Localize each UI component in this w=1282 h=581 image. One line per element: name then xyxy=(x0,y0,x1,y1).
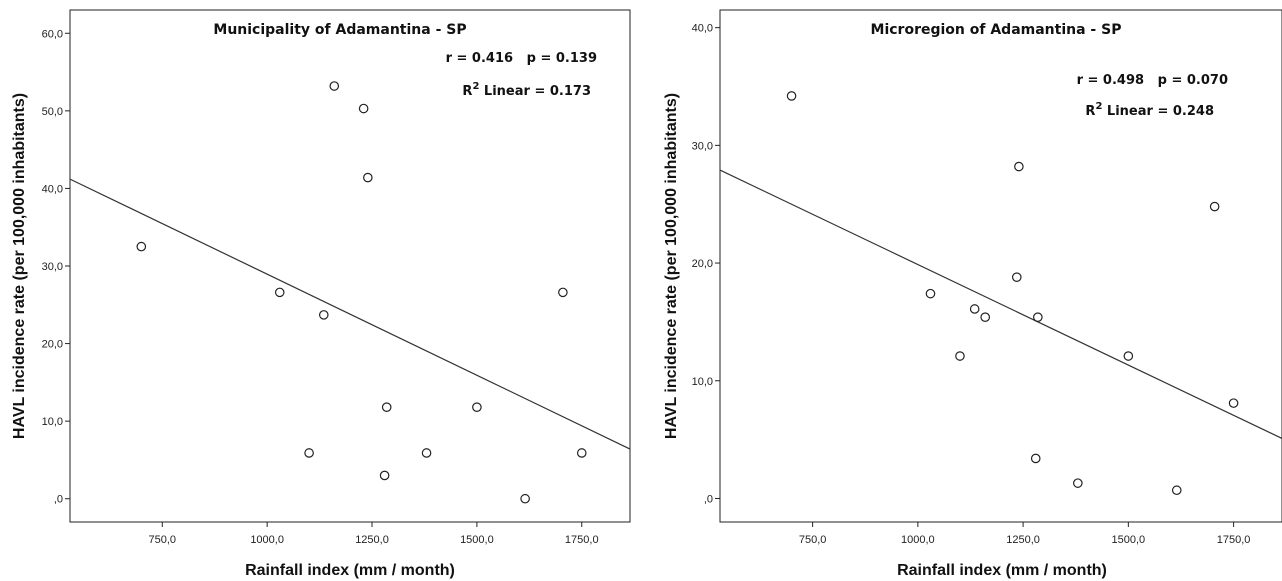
stat-line-r-p: r = 0.416 p = 0.139 xyxy=(446,51,597,66)
y-tick-label: 20,0 xyxy=(42,339,63,351)
stat-line-r-p: r = 0.498 p = 0.070 xyxy=(1077,73,1228,88)
data-point xyxy=(1228,398,1239,408)
stat-r2-prefix: R xyxy=(462,84,472,99)
x-tick-label: 1750,0 xyxy=(1217,534,1251,546)
y-tick-label: 20,0 xyxy=(692,258,713,270)
fit-line xyxy=(719,169,1282,439)
plot-frame xyxy=(719,9,1282,523)
data-point xyxy=(472,402,482,412)
x-tick-label: 1250,0 xyxy=(355,534,389,546)
data-point xyxy=(421,448,432,458)
y-tick-label: 50,0 xyxy=(42,106,63,118)
points-group xyxy=(786,91,1239,496)
x-axis-title: Rainfall index (mm / month) xyxy=(245,562,455,579)
stat-line-r2: R2 Linear = 0.173 xyxy=(462,81,591,99)
data-point xyxy=(379,470,390,481)
points-group xyxy=(136,81,587,504)
x-tick-label: 1000,0 xyxy=(901,534,935,546)
data-point xyxy=(1030,453,1041,464)
data-point xyxy=(1209,201,1220,212)
data-point xyxy=(1123,351,1134,361)
fit-line xyxy=(69,178,631,450)
data-point xyxy=(1033,312,1043,322)
y-tick-label: 40,0 xyxy=(692,23,713,35)
x-tick-label: 1000,0 xyxy=(250,534,284,546)
stat-r2-suffix: Linear = 0.173 xyxy=(479,84,591,99)
y-tick-label: ,0 xyxy=(54,494,63,506)
stat-r2-sup: 2 xyxy=(1095,101,1102,112)
stat-r2-sup: 2 xyxy=(472,81,479,92)
x-tick-label: 1250,0 xyxy=(1006,534,1040,546)
y-tick-label: 10,0 xyxy=(42,416,63,428)
data-point xyxy=(558,287,568,298)
data-point xyxy=(576,448,587,458)
data-point xyxy=(304,448,314,458)
x-axis-title: Rainfall index (mm / month) xyxy=(897,562,1107,579)
y-tick-label: 30,0 xyxy=(692,140,713,152)
y-tick-label: 40,0 xyxy=(42,183,63,195)
chart-title: Microregion of Adamantina - SP xyxy=(871,22,1122,38)
data-point xyxy=(1171,485,1182,496)
chart-microregion: 750,0 1000,0 1250,0 1500,0 1750,0 ,0 10,0 20,0 3… xyxy=(663,9,1282,579)
x-tick-label: 750,0 xyxy=(799,534,827,546)
tick-group: 750,0 1000,0 1250,0 1500,0 1750,0 ,0 10,0 20,0 3… xyxy=(692,23,1251,546)
data-point xyxy=(980,312,991,322)
data-point xyxy=(136,241,147,252)
x-tick-label: 1500,0 xyxy=(1112,534,1146,546)
stat-r2-prefix: R xyxy=(1085,104,1095,119)
data-point xyxy=(955,351,965,361)
data-point xyxy=(381,402,392,412)
x-tick-label: 1500,0 xyxy=(460,534,494,546)
data-point xyxy=(329,81,340,91)
y-axis-title: HAVL incidence rate (per 100,000 inhabit… xyxy=(11,93,28,439)
data-point xyxy=(318,310,329,320)
stat-r2-suffix: Linear = 0.248 xyxy=(1102,104,1214,119)
data-point xyxy=(274,287,285,298)
y-tick-label: 30,0 xyxy=(42,261,63,273)
data-point xyxy=(1073,478,1083,488)
y-axis-title: HAVL incidence rate (per 100,000 inhabit… xyxy=(663,93,680,439)
data-point xyxy=(1011,272,1022,282)
stat-line-r2: R2 Linear = 0.248 xyxy=(1085,101,1214,119)
chart-municipality: 750,0 1000,0 1250,0 1500,0 1750,0 ,0 10,0 20,0 3… xyxy=(11,9,631,579)
data-point xyxy=(925,288,936,299)
data-point xyxy=(786,91,797,101)
x-tick-label: 750,0 xyxy=(149,534,177,546)
data-point xyxy=(363,172,373,183)
data-point xyxy=(520,493,530,504)
y-tick-label: 60,0 xyxy=(42,28,63,40)
y-tick-label: ,0 xyxy=(704,493,713,505)
plot-frame xyxy=(69,9,631,523)
data-point xyxy=(969,304,980,314)
data-point xyxy=(1014,161,1024,172)
data-point xyxy=(358,103,369,114)
tick-group: 750,0 1000,0 1250,0 1500,0 1750,0 ,0 10,0 20,0 3… xyxy=(42,28,599,546)
chart-title: Municipality of Adamantina - SP xyxy=(213,22,466,38)
x-tick-label: 1750,0 xyxy=(565,534,599,546)
y-tick-label: 10,0 xyxy=(692,376,713,388)
